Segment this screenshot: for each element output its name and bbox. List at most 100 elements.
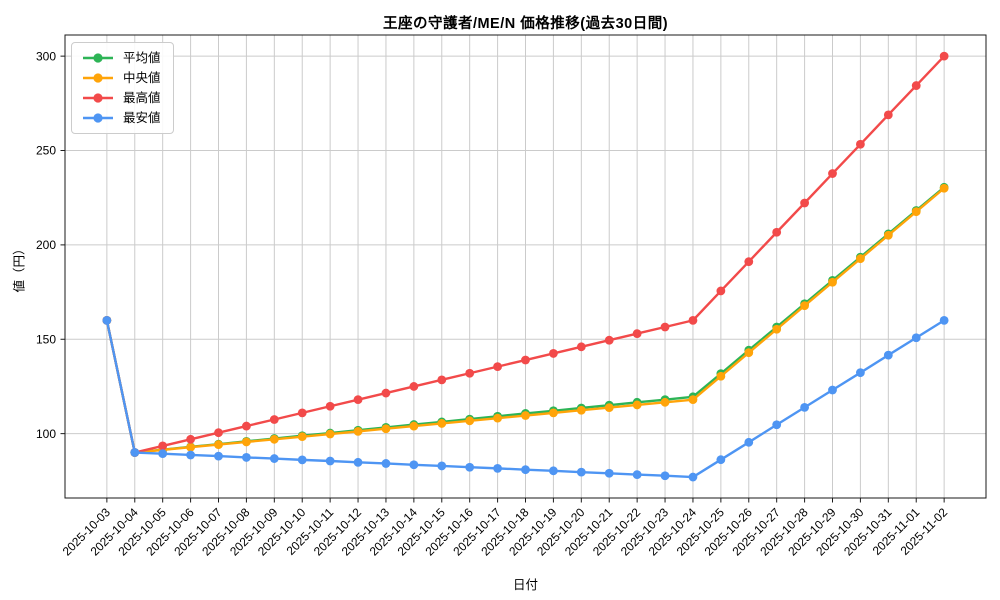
data-point-median xyxy=(939,183,949,193)
data-point-max xyxy=(549,349,558,358)
data-point-max xyxy=(353,395,363,405)
data-point-median xyxy=(214,440,223,449)
y-tick-label: 150 xyxy=(36,332,56,346)
data-point-max xyxy=(800,198,809,208)
data-point-min xyxy=(744,437,754,447)
data-point-min xyxy=(158,449,168,459)
data-point-min xyxy=(828,385,837,395)
data-point-max xyxy=(883,110,893,120)
data-point-min xyxy=(381,459,391,468)
data-point-min xyxy=(549,466,558,476)
data-point-min xyxy=(437,461,447,471)
data-point-min xyxy=(772,420,782,430)
data-point-max xyxy=(242,421,251,431)
data-point-median xyxy=(409,421,419,431)
data-point-median xyxy=(632,400,642,410)
data-point-median xyxy=(493,413,502,423)
legend-item-min: 最安値 xyxy=(81,110,161,126)
data-point-max xyxy=(269,415,279,424)
data-point-min xyxy=(939,315,949,325)
y-tick-label: 200 xyxy=(36,238,56,252)
data-point-max xyxy=(325,401,335,411)
data-point-min xyxy=(911,333,921,343)
data-point-median xyxy=(186,442,195,452)
data-point-min xyxy=(800,403,809,412)
data-point-median xyxy=(465,416,475,426)
y-tick-label: 300 xyxy=(36,49,56,63)
x-axis-label: 日付 xyxy=(512,578,538,592)
data-point-median xyxy=(549,408,558,418)
legend-item-mean: 平均値 xyxy=(81,50,161,66)
data-point-max xyxy=(409,382,419,391)
data-point-min xyxy=(186,450,195,460)
data-point-median xyxy=(883,230,893,240)
data-point-median xyxy=(604,403,614,412)
y-tick-label: 100 xyxy=(36,427,56,441)
data-point-min xyxy=(465,462,475,472)
data-point-min xyxy=(102,315,112,325)
data-point-max xyxy=(465,368,475,378)
data-point-max xyxy=(576,342,586,352)
data-point-median xyxy=(381,424,391,434)
legend-marker-max-icon xyxy=(83,93,113,103)
data-point-max xyxy=(493,362,502,372)
y-axis-label: 値（円） xyxy=(12,242,27,293)
data-point-median xyxy=(353,426,363,436)
data-point-min xyxy=(856,368,865,378)
y-tick-label: 250 xyxy=(36,144,56,158)
data-point-max xyxy=(688,315,698,325)
data-point-max xyxy=(381,388,391,398)
data-point-max xyxy=(521,355,530,365)
data-point-max xyxy=(660,322,670,332)
data-point-median xyxy=(437,419,447,428)
data-point-max xyxy=(214,428,223,438)
data-point-max xyxy=(186,434,195,444)
data-point-median xyxy=(660,397,670,407)
legend-marker-min-icon xyxy=(83,113,113,123)
legend-item-median: 中央値 xyxy=(81,70,161,86)
data-point-median xyxy=(269,434,279,444)
data-point-max xyxy=(158,441,168,451)
data-point-min xyxy=(493,463,502,473)
legend-marker-mean-icon xyxy=(83,53,113,63)
data-point-median xyxy=(744,348,754,358)
data-point-max xyxy=(828,169,837,178)
data-point-median xyxy=(911,207,921,217)
data-point-median xyxy=(576,405,586,415)
chart-title: 王座の守護者/ME/N 価格推移(過去30日間) xyxy=(382,16,669,32)
legend: 平均値 中央値 最高値 最安値 xyxy=(71,42,174,134)
data-point-max xyxy=(297,408,307,418)
legend-marker-median-icon xyxy=(83,73,113,83)
data-point-median xyxy=(521,411,530,420)
data-point-median xyxy=(772,324,782,334)
data-point-min xyxy=(269,454,279,463)
legend-label-max: 最高値 xyxy=(123,91,161,105)
data-point-min xyxy=(883,350,893,360)
data-point-min xyxy=(130,448,140,457)
data-point-max xyxy=(911,81,921,90)
data-point-min xyxy=(632,470,642,479)
legend-label-median: 中央値 xyxy=(123,71,161,85)
legend-label-min: 最安値 xyxy=(123,111,161,125)
data-point-min xyxy=(297,455,307,465)
data-point-min xyxy=(409,460,419,470)
data-point-max xyxy=(772,227,782,237)
data-point-max xyxy=(604,335,614,345)
data-point-median xyxy=(688,395,698,405)
data-point-min xyxy=(325,456,335,466)
data-point-max xyxy=(716,286,726,296)
data-point-min xyxy=(353,457,363,467)
data-point-min xyxy=(716,455,726,465)
data-point-max xyxy=(856,139,865,149)
data-point-min xyxy=(521,465,530,475)
data-point-max xyxy=(437,375,447,385)
data-point-max xyxy=(632,329,642,339)
data-point-max xyxy=(744,257,754,267)
data-point-median xyxy=(325,429,335,439)
data-point-min xyxy=(576,467,586,477)
data-point-median xyxy=(716,371,726,381)
legend-item-max: 最高値 xyxy=(81,90,161,106)
legend-label-mean: 平均値 xyxy=(123,51,161,65)
